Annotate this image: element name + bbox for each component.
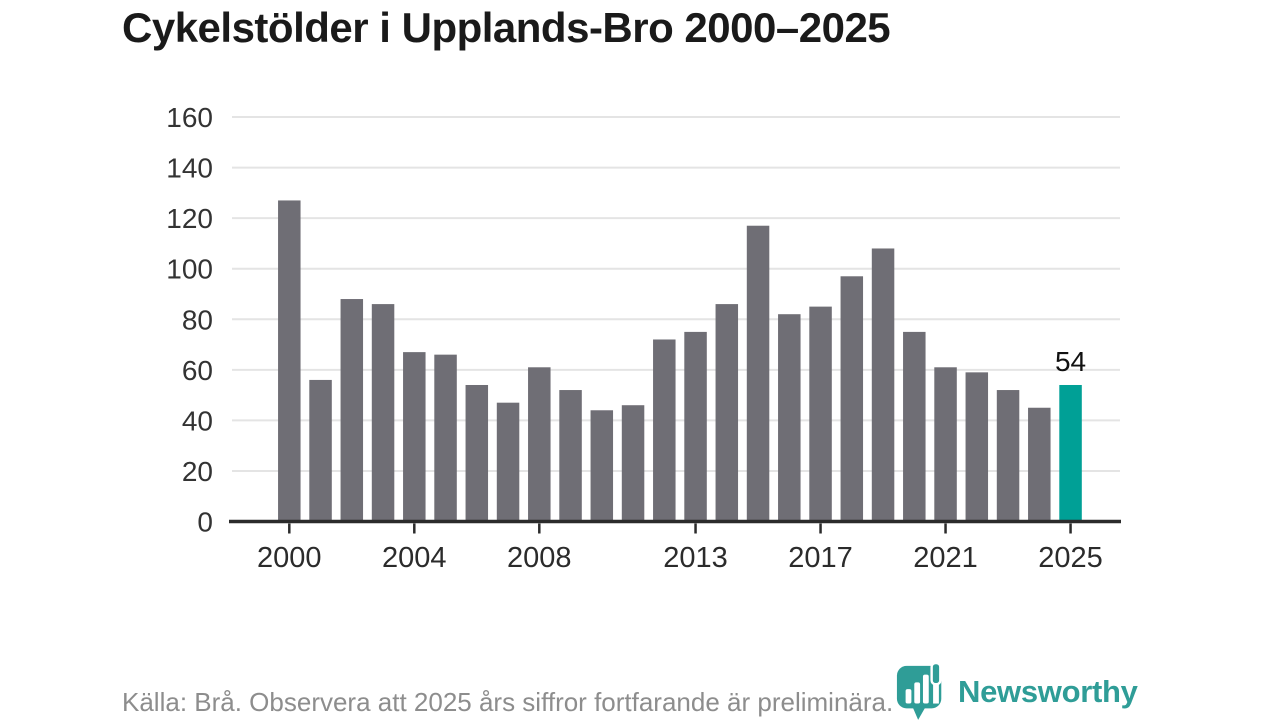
bar-2024 — [1028, 407, 1051, 522]
bar-2018 — [840, 276, 864, 522]
bar-2006 — [465, 384, 489, 522]
x-tick-label-2021: 2021 — [913, 542, 978, 574]
y-tick-label-100: 100 — [166, 254, 213, 285]
bar-2009 — [559, 390, 582, 522]
y-tick-label-60: 60 — [182, 355, 213, 386]
bar-value-label: 54 — [1055, 346, 1086, 377]
bar-2010 — [590, 410, 614, 522]
newsworthy-logo: Newsworthy — [895, 662, 1138, 720]
bar-2019 — [871, 248, 895, 522]
x-tick-label-2008: 2008 — [507, 542, 572, 574]
bar-2017 — [809, 306, 832, 522]
bar-2011 — [621, 405, 645, 522]
bar-2001 — [309, 379, 332, 522]
bar-2022 — [965, 372, 989, 522]
bar-2004 — [403, 352, 426, 522]
y-tick-label-40: 40 — [182, 405, 213, 436]
bar-2025 — [1059, 384, 1082, 522]
newsworthy-logo-text: Newsworthy — [958, 673, 1138, 709]
y-tick-label-80: 80 — [182, 304, 213, 335]
bar-2020 — [903, 331, 926, 522]
bar-2013 — [684, 331, 707, 522]
x-tick-label-2017: 2017 — [788, 542, 853, 574]
bar-2008 — [528, 367, 551, 522]
bar-2002 — [340, 299, 364, 522]
bar-2016 — [778, 314, 801, 522]
bar-2021 — [934, 367, 957, 522]
y-tick-label-160: 160 — [166, 102, 213, 133]
bar-2005 — [434, 354, 457, 522]
x-tick-label-2000: 2000 — [257, 542, 322, 574]
bar-2014 — [715, 304, 739, 522]
newsworthy-logo-icon — [896, 662, 942, 720]
y-tick-label-120: 120 — [166, 203, 213, 234]
bar-2023 — [996, 390, 1020, 522]
bar-2015 — [746, 225, 770, 522]
bar-2000 — [278, 200, 301, 522]
chart-title: Cykelstölder i Upplands-Bro 2000–2025 — [122, 4, 891, 51]
y-tick-label-20: 20 — [182, 456, 213, 487]
bar-2012 — [653, 339, 676, 522]
y-tick-label-0: 0 — [197, 507, 213, 538]
source-note: Källa: Brå. Observera att 2025 års siffr… — [122, 687, 894, 717]
y-tick-label-140: 140 — [166, 153, 213, 184]
x-tick-label-2025: 2025 — [1038, 542, 1103, 574]
bar-2003 — [371, 304, 395, 522]
bar-2007 — [496, 402, 520, 522]
x-tick-label-2013: 2013 — [663, 542, 728, 574]
x-tick-label-2004: 2004 — [382, 542, 447, 574]
